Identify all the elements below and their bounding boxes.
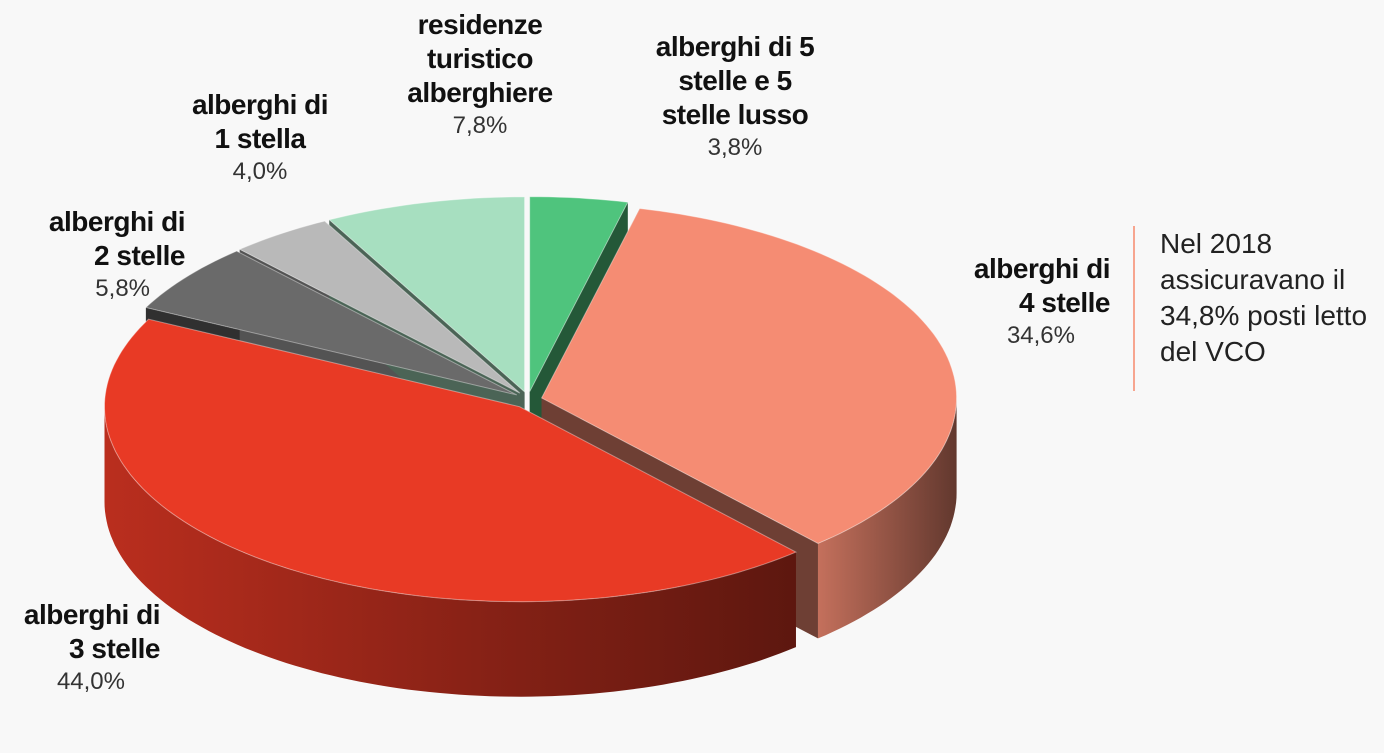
slice-label: alberghi di 4 stelle 34,6%	[935, 252, 1111, 352]
slice-side	[104, 406, 796, 697]
slice	[328, 196, 526, 393]
slice-label: alberghi di 2 stelle 5,8%	[10, 205, 186, 305]
category-name: alberghi di 4 stelle	[973, 253, 1111, 318]
slice	[144, 250, 518, 396]
slice	[540, 207, 958, 544]
slice-side	[818, 398, 957, 639]
category-name: alberghi di 5 stelle e 5 stelle lusso	[655, 31, 815, 130]
slice-label: alberghi di 5 stelle e 5 stelle lusso 3,8…	[640, 30, 830, 164]
slice	[529, 196, 629, 392]
value-label: 44,0%	[56, 668, 125, 695]
slice-label: alberghi di 3 stelle 44,0%	[0, 598, 161, 698]
annotation: Nel 2018 assicuravano il 34,8% posti let…	[1133, 226, 1370, 391]
category-name: alberghi di 1 stella	[191, 89, 329, 154]
slice-label: residenze turistico alberghiere 7,8%	[385, 8, 575, 142]
category-name: alberghi di 2 stelle	[48, 206, 186, 271]
value-label: 4,0%	[232, 158, 288, 185]
value-label: 7,8%	[452, 112, 508, 139]
slice	[104, 318, 798, 603]
category-name: residenze turistico alberghiere	[407, 9, 553, 108]
value-label: 3,8%	[707, 134, 763, 161]
value-label: 5,8%	[95, 275, 150, 302]
slice-label: alberghi di 1 stella 4,0%	[175, 88, 345, 188]
slice	[238, 220, 521, 394]
category-name: alberghi di 3 stelle	[23, 599, 161, 664]
value-label: 34,6%	[1006, 322, 1075, 349]
